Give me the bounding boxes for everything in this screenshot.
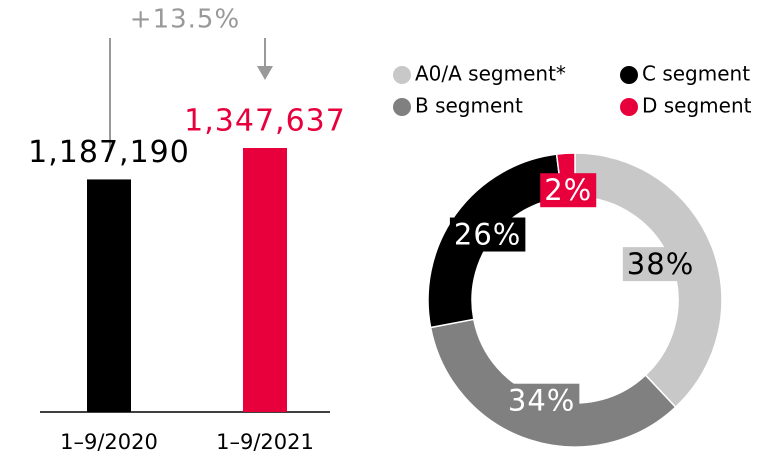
arrow-head <box>257 66 273 80</box>
x-tick-label: 1–9/2020 <box>60 430 158 454</box>
bar <box>87 179 131 412</box>
legend-label: B segment <box>415 94 523 118</box>
legend-marker <box>393 98 411 116</box>
donut-slice <box>574 152 723 409</box>
legend-marker <box>620 98 638 116</box>
label-background <box>503 383 580 418</box>
growth-annotation: +13.5% <box>130 5 240 35</box>
slice-label: 34% <box>508 384 575 418</box>
x-tick-label: 1–9/2021 <box>216 430 314 454</box>
label-background <box>540 173 597 208</box>
legend-marker <box>393 66 411 84</box>
label-background <box>622 247 699 282</box>
slice-label: 2% <box>544 173 592 207</box>
legend-marker <box>620 66 638 84</box>
slice-label: 26% <box>454 218 521 252</box>
legend-label: A0/A segment* <box>415 62 566 86</box>
value-label: 1,347,637 <box>184 104 346 139</box>
label-background <box>449 217 526 252</box>
legend-label: C segment <box>642 62 750 86</box>
legend-label: D segment <box>642 94 752 118</box>
donut-slice <box>429 318 677 448</box>
value-label: 1,187,190 <box>28 135 190 170</box>
bar <box>243 148 287 412</box>
slice-label: 38% <box>627 247 694 281</box>
